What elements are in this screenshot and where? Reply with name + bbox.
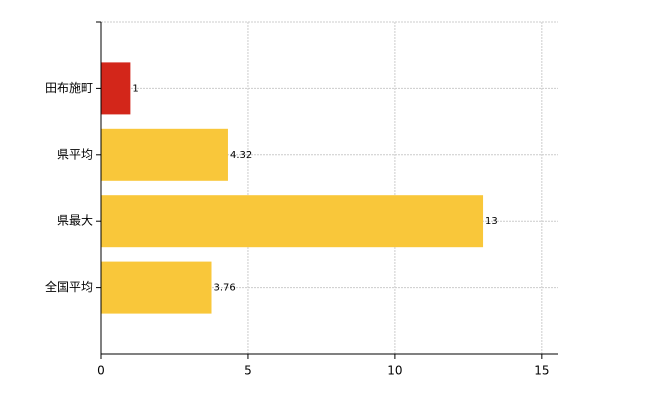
value-label: 13	[485, 216, 498, 227]
bar	[101, 195, 484, 248]
x-tick-label: 15	[534, 364, 549, 378]
y-tick-label: 県平均	[57, 147, 93, 161]
bar	[101, 62, 131, 115]
y-tick-label: 県最大	[57, 214, 93, 228]
value-label: 4.32	[230, 150, 252, 161]
bar	[101, 128, 228, 181]
x-tick-label: 10	[387, 364, 402, 378]
value-label: 1	[132, 83, 138, 94]
x-tick-label: 0	[97, 364, 105, 378]
y-tick-label: 全国平均	[45, 279, 93, 294]
value-label: 3.76	[214, 283, 236, 294]
bar	[101, 261, 212, 314]
x-tick-label: 5	[244, 364, 252, 378]
y-tick-label: 田布施町	[45, 81, 93, 95]
